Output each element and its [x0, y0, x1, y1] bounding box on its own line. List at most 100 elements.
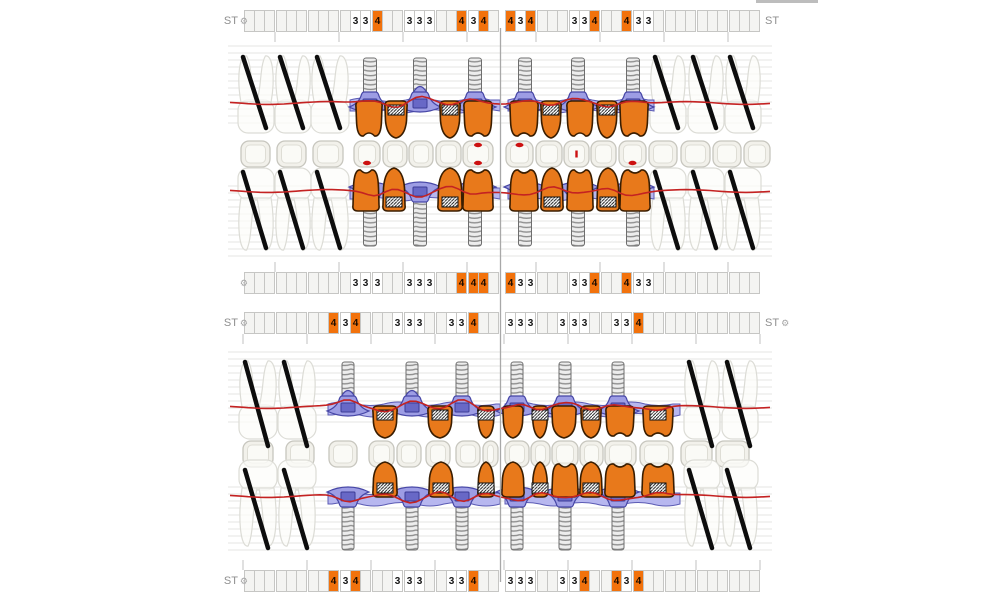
occlusal-surface[interactable]: [435, 140, 462, 168]
crown[interactable]: [619, 169, 651, 212]
st-cell-upper-buccal-41[interactable]: [685, 10, 696, 32]
occlusal-surface[interactable]: [648, 140, 678, 168]
occlusal-surface[interactable]: [712, 140, 742, 168]
st-cell-lower-lingual-47[interactable]: [749, 312, 760, 334]
st-cell-upper-palatal-47[interactable]: [749, 272, 760, 294]
st-cell-upper-buccal-29[interactable]: [557, 10, 568, 32]
missing-tooth[interactable]: [683, 459, 721, 551]
missing-tooth[interactable]: [310, 167, 350, 251]
missing-tooth[interactable]: [238, 459, 278, 551]
st-cell-upper-palatal-38[interactable]: [653, 272, 664, 294]
st-cell-lower-lingual-2[interactable]: [264, 312, 275, 334]
crown[interactable]: [566, 169, 594, 212]
occlusal-surface[interactable]: [590, 140, 617, 168]
occlusal-surface[interactable]: [563, 140, 590, 168]
crown[interactable]: [531, 461, 549, 498]
st-cell-lower-buccal-20[interactable]: 3: [456, 570, 467, 592]
missing-tooth[interactable]: [724, 54, 762, 134]
crown[interactable]: [596, 167, 620, 212]
crown[interactable]: [605, 405, 635, 437]
st-cell-upper-buccal-35[interactable]: 4: [621, 10, 632, 32]
st-cell-upper-buccal-23[interactable]: [488, 10, 499, 32]
occlusal-surface[interactable]: [743, 140, 771, 168]
crown[interactable]: [384, 100, 408, 139]
st-cell-upper-palatal-41[interactable]: [685, 272, 696, 294]
st-cell-upper-buccal-5[interactable]: [296, 10, 307, 32]
st-cell-lower-lingual-5[interactable]: [296, 312, 307, 334]
st-cell-lower-lingual-41[interactable]: [685, 312, 696, 334]
st-cell-lower-buccal-29[interactable]: 3: [557, 570, 568, 592]
missing-tooth[interactable]: [310, 54, 350, 134]
st-cell-lower-lingual-35[interactable]: 3: [621, 312, 632, 334]
st-cell-lower-lingual-23[interactable]: [488, 312, 499, 334]
occlusal-surface[interactable]: [504, 440, 530, 468]
st-cell-lower-buccal-23[interactable]: [488, 570, 499, 592]
gear-icon[interactable]: ⚙: [781, 317, 790, 328]
crown[interactable]: [596, 100, 618, 139]
st-cell-upper-palatal-20[interactable]: 4: [456, 272, 467, 294]
st-cell-lower-buccal-44[interactable]: [717, 570, 728, 592]
st-cell-upper-buccal-17[interactable]: 3: [424, 10, 435, 32]
crown[interactable]: [462, 169, 494, 212]
implant[interactable]: [389, 486, 435, 551]
crown[interactable]: [372, 461, 398, 498]
crown[interactable]: [604, 463, 636, 498]
missing-tooth[interactable]: [687, 167, 725, 251]
implant[interactable]: [397, 181, 443, 247]
occlusal-surface[interactable]: [353, 140, 381, 168]
scrollbar-thumb[interactable]: [756, 0, 818, 3]
st-cell-lower-lingual-20[interactable]: 3: [456, 312, 467, 334]
implant[interactable]: [397, 57, 443, 113]
occlusal-surface[interactable]: [505, 140, 534, 168]
occlusal-surface[interactable]: [715, 440, 750, 468]
st-cell-upper-palatal-8[interactable]: [328, 272, 339, 294]
st-cell-upper-buccal-2[interactable]: [264, 10, 275, 32]
crown[interactable]: [509, 100, 539, 137]
missing-tooth[interactable]: [721, 459, 759, 551]
crown[interactable]: [372, 405, 398, 439]
occlusal-surface[interactable]: [408, 140, 434, 168]
st-cell-upper-palatal-2[interactable]: [264, 272, 275, 294]
st-cell-lower-lingual-14[interactable]: 3: [392, 312, 403, 334]
st-cell-lower-lingual-26[interactable]: 3: [525, 312, 536, 334]
st-cell-lower-buccal-2[interactable]: [264, 570, 275, 592]
missing-tooth[interactable]: [274, 54, 312, 134]
occlusal-surface[interactable]: [618, 140, 647, 168]
crown[interactable]: [355, 100, 383, 137]
occlusal-surface[interactable]: [382, 140, 408, 168]
crown[interactable]: [619, 100, 649, 137]
missing-tooth[interactable]: [687, 54, 725, 134]
occlusal-surface[interactable]: [455, 440, 481, 468]
st-cell-upper-buccal-14[interactable]: [392, 10, 403, 32]
occlusal-surface[interactable]: [396, 440, 422, 468]
st-cell-upper-palatal-44[interactable]: [717, 272, 728, 294]
occlusal-surface[interactable]: [462, 140, 494, 168]
st-cell-lower-lingual-32[interactable]: [589, 312, 600, 334]
missing-tooth[interactable]: [649, 54, 687, 134]
st-cell-lower-lingual-44[interactable]: [717, 312, 728, 334]
crown[interactable]: [439, 100, 461, 139]
gear-icon[interactable]: ⚙: [239, 15, 248, 26]
crown[interactable]: [352, 169, 380, 212]
st-cell-upper-palatal-17[interactable]: 3: [424, 272, 435, 294]
crown[interactable]: [540, 100, 562, 139]
missing-tooth[interactable]: [237, 167, 275, 251]
missing-tooth[interactable]: [649, 167, 687, 251]
st-cell-lower-buccal-8[interactable]: 4: [328, 570, 339, 592]
occlusal-surface[interactable]: [312, 140, 344, 168]
occlusal-surface[interactable]: [276, 140, 307, 168]
missing-tooth[interactable]: [724, 167, 762, 251]
st-cell-lower-buccal-14[interactable]: 3: [392, 570, 403, 592]
crown[interactable]: [477, 461, 495, 498]
st-cell-lower-lingual-8[interactable]: 4: [328, 312, 339, 334]
st-cell-lower-buccal-17[interactable]: [424, 570, 435, 592]
st-cell-lower-buccal-38[interactable]: [653, 570, 664, 592]
crown[interactable]: [509, 169, 539, 212]
st-cell-lower-lingual-17[interactable]: [424, 312, 435, 334]
st-cell-upper-palatal-29[interactable]: [557, 272, 568, 294]
crown[interactable]: [579, 461, 603, 498]
crown[interactable]: [437, 167, 463, 212]
missing-tooth[interactable]: [238, 359, 278, 449]
occlusal-surface[interactable]: [579, 440, 604, 468]
st-cell-upper-buccal-11[interactable]: 3: [360, 10, 371, 32]
